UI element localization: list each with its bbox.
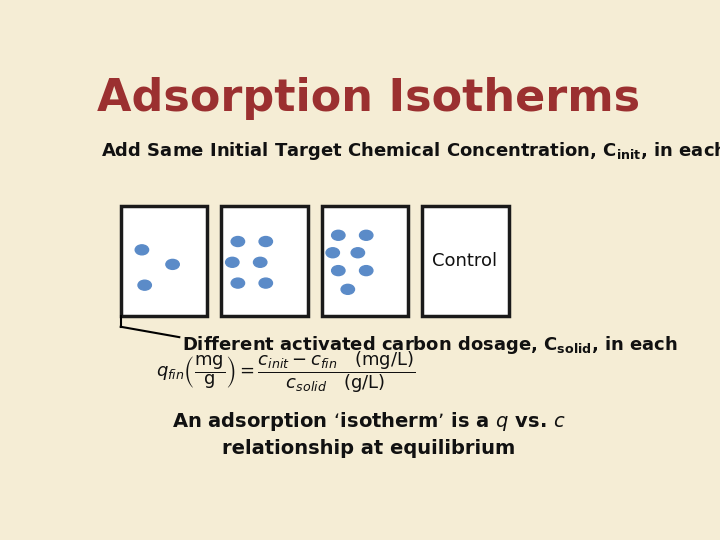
Text: Adsorption Isotherms: Adsorption Isotherms (97, 77, 641, 120)
Circle shape (351, 248, 364, 258)
Circle shape (166, 259, 179, 269)
Circle shape (259, 237, 272, 246)
Circle shape (332, 230, 345, 240)
Circle shape (326, 248, 339, 258)
Circle shape (253, 258, 267, 267)
Circle shape (359, 230, 373, 240)
Text: Control: Control (433, 253, 498, 271)
Circle shape (231, 237, 245, 246)
Text: Add Same Initial Target Chemical Concentration, C$_{\mathregular{init}}$, in eac: Add Same Initial Target Chemical Concent… (101, 140, 720, 161)
Circle shape (359, 266, 373, 275)
Circle shape (341, 285, 354, 294)
Text: $q_{fin}\left(\dfrac{\mathrm{mg}}{\mathrm{g}}\right) = \dfrac{c_{init} - c_{fin}: $q_{fin}\left(\dfrac{\mathrm{mg}}{\mathr… (156, 349, 415, 395)
Circle shape (259, 278, 272, 288)
Circle shape (231, 278, 245, 288)
Text: relationship at equilibrium: relationship at equilibrium (222, 439, 516, 458)
Bar (322, 206, 408, 316)
Circle shape (225, 258, 239, 267)
Text: An adsorption ‘isotherm’ is a $q$ vs. $c$: An adsorption ‘isotherm’ is a $q$ vs. $c… (172, 410, 566, 433)
Bar (221, 206, 307, 316)
Bar (422, 206, 508, 316)
Bar (121, 206, 207, 316)
Circle shape (332, 266, 345, 275)
Circle shape (138, 280, 151, 290)
Text: Different activated carbon dosage, C$_{\mathregular{solid}}$, in each: Different activated carbon dosage, C$_{\… (182, 334, 678, 356)
Circle shape (135, 245, 148, 255)
